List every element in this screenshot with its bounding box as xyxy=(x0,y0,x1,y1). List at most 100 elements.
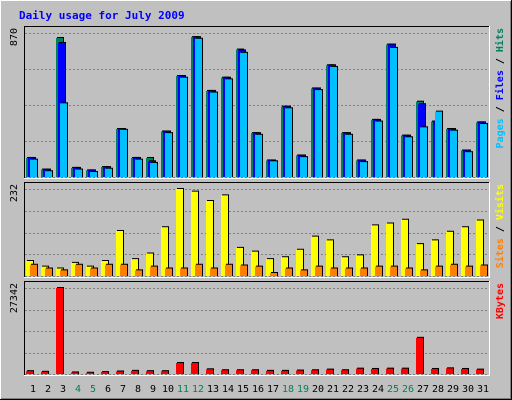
bar-pages-day-2 xyxy=(45,171,52,177)
x-label-day-7: 7 xyxy=(120,384,126,395)
bar-visits-day-6 xyxy=(101,261,108,276)
bar-pages-day-1 xyxy=(30,159,37,177)
bar-pages-day-14 xyxy=(225,79,232,177)
bar-kbytes-day-26 xyxy=(401,368,408,374)
bar-kbytes-day-10 xyxy=(161,371,168,374)
bar-kbytes-day-12 xyxy=(191,362,198,374)
bar-kbytes-day-14 xyxy=(221,370,228,374)
bar-sites-day-23 xyxy=(360,268,367,276)
bar-kbytes-day-8 xyxy=(131,370,138,374)
bar-visits-day-5 xyxy=(86,266,93,276)
x-label-day-12: 12 xyxy=(192,384,204,395)
bar-pages-day-6 xyxy=(105,168,112,177)
bar-sites-day-16 xyxy=(255,266,262,276)
legend-separator: / xyxy=(495,52,506,70)
bar-pages-day-30 xyxy=(465,152,472,177)
bar-sites-day-15 xyxy=(240,265,247,276)
x-label-day-8: 8 xyxy=(135,384,141,395)
bar-pages-day-20 xyxy=(315,90,322,177)
bar-pages-day-21 xyxy=(330,66,337,177)
bar-sites-day-11 xyxy=(180,268,187,276)
bar-visits-day-4 xyxy=(71,262,78,276)
bar-pages-day-26 xyxy=(405,137,412,177)
bar-kbytes-day-17 xyxy=(266,370,273,374)
bar-kbytes-day-31 xyxy=(476,369,483,374)
bar-pages-day-10 xyxy=(165,133,172,177)
bar-visits-day-30 xyxy=(461,227,468,276)
bar-pages-day-31 xyxy=(480,124,487,177)
x-label-day-21: 21 xyxy=(327,384,339,395)
bar-visits-day-7 xyxy=(116,231,123,276)
bar-sites-day-30 xyxy=(465,266,472,276)
bar-kbytes-day-1 xyxy=(26,371,33,374)
bar-kbytes-day-24 xyxy=(371,368,378,374)
bar-kbytes-day-28 xyxy=(431,368,438,374)
x-label-day-10: 10 xyxy=(162,384,174,395)
bar-pages-day-4 xyxy=(75,169,82,177)
bar-pages-day-27 xyxy=(420,127,427,177)
bar-pages-day-24 xyxy=(375,121,382,177)
bar-pages-day-18 xyxy=(285,108,292,177)
x-label-day-20: 20 xyxy=(312,384,324,395)
bar-kbytes-day-15 xyxy=(236,370,243,374)
bar-pages-day-3 xyxy=(60,103,67,177)
x-label-day-26: 26 xyxy=(402,384,414,395)
bar-kbytes-day-5 xyxy=(86,372,93,374)
bar-kbytes-day-27 xyxy=(416,337,423,374)
legend-files: Files xyxy=(494,70,506,100)
bar-visits-day-18 xyxy=(281,257,288,276)
bar-kbytes-day-25 xyxy=(386,368,393,374)
x-label-day-16: 16 xyxy=(252,384,264,395)
bar-kbytes-day-29 xyxy=(446,368,453,374)
bar-sites-day-9 xyxy=(150,266,157,276)
bar-kbytes-day-7 xyxy=(116,371,123,374)
bar-visits-day-14 xyxy=(221,195,228,276)
x-label-day-24: 24 xyxy=(372,384,384,395)
bar-pages-day-11 xyxy=(180,77,187,177)
bar-visits-day-16 xyxy=(251,251,258,276)
bar-visits-day-2 xyxy=(41,266,48,276)
bar-kbytes-day-3 xyxy=(56,288,63,374)
bar-visits-day-1 xyxy=(26,261,33,276)
bar-kbytes-day-11 xyxy=(176,362,183,374)
bar-sites-day-17 xyxy=(270,273,277,276)
bar-visits-day-21 xyxy=(326,240,333,276)
x-label-day-29: 29 xyxy=(447,384,459,395)
x-label-day-18: 18 xyxy=(282,384,294,395)
bar-sites-day-24 xyxy=(375,266,382,276)
x-label-day-15: 15 xyxy=(237,384,249,395)
bar-sites-day-7 xyxy=(120,264,127,276)
bar-sites-day-27 xyxy=(420,270,427,276)
bar-sites-day-26 xyxy=(405,268,412,276)
legend: Sites / Visits xyxy=(494,184,506,268)
bar-visits-day-27 xyxy=(416,244,423,276)
bar-sites-day-25 xyxy=(390,266,397,276)
x-label-day-4: 4 xyxy=(75,384,81,395)
bar-visits-day-10 xyxy=(161,227,168,276)
bar-pages-day-23 xyxy=(360,162,367,177)
bar-kbytes-day-2 xyxy=(41,371,48,374)
bar-visits-day-9 xyxy=(146,253,153,276)
bar-pages-day-29 xyxy=(450,130,457,177)
x-label-day-6: 6 xyxy=(105,384,111,395)
bar-kbytes-day-9 xyxy=(146,371,153,374)
bar-visits-day-31 xyxy=(476,220,483,276)
bar-visits-day-17 xyxy=(266,259,273,276)
bar-kbytes-day-30 xyxy=(461,368,468,374)
bar-sites-day-1 xyxy=(30,264,37,276)
bar-kbytes-day-23 xyxy=(356,368,363,374)
x-label-day-19: 19 xyxy=(297,384,309,395)
bar-kbytes-day-20 xyxy=(311,370,318,374)
legend-kbytes: KBytes xyxy=(495,283,506,319)
bar-sites-day-13 xyxy=(210,268,217,276)
bar-visits-day-12 xyxy=(191,191,198,276)
bar-sites-day-21 xyxy=(330,268,337,276)
bar-sites-day-8 xyxy=(135,270,142,276)
x-label-day-13: 13 xyxy=(207,384,219,395)
bar-kbytes-day-21 xyxy=(326,369,333,374)
bar-kbytes-day-4 xyxy=(71,372,78,374)
bar-pages-day-25 xyxy=(390,47,397,178)
bar-visits-day-3 xyxy=(56,268,63,276)
bar-pages-day-5 xyxy=(90,172,97,177)
